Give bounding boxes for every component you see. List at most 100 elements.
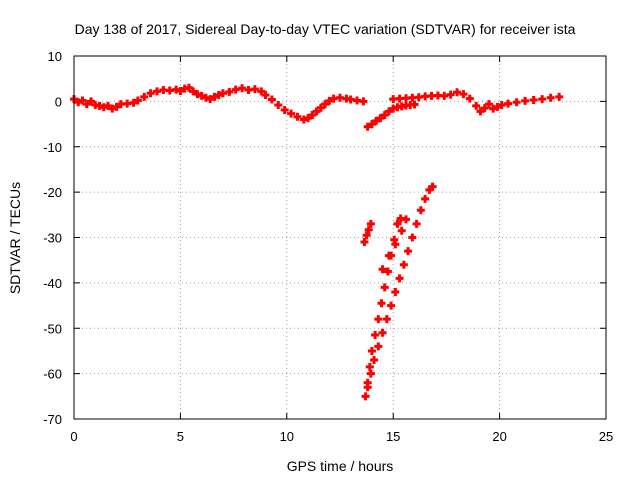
- data-point: [308, 110, 317, 119]
- data-point: [378, 265, 387, 274]
- data-point: [446, 90, 455, 99]
- data-point: [112, 102, 121, 111]
- data-point: [391, 240, 400, 249]
- data-point: [133, 96, 142, 105]
- tick-labels: 0 5 10 15 20 25 10 0 -10 -20 -30 -40 -50 -60 -70: [43, 49, 613, 444]
- data-point: [521, 96, 530, 105]
- data-point: [267, 95, 276, 104]
- data-point: [87, 97, 96, 106]
- data-point: [382, 315, 391, 324]
- data-point: [108, 104, 117, 113]
- data-point: [378, 328, 387, 337]
- data-point: [321, 100, 330, 109]
- data-point: [360, 238, 369, 247]
- data-point: [370, 356, 379, 365]
- data-point: [529, 96, 538, 105]
- x-tick-label: 25: [599, 429, 613, 444]
- data-point: [377, 299, 386, 308]
- data-point: [189, 87, 198, 96]
- data-point: [146, 89, 155, 98]
- y-tick-label: -40: [43, 276, 62, 291]
- data-point: [312, 107, 321, 116]
- data-point: [384, 107, 393, 116]
- data-point: [257, 87, 266, 96]
- data-point: [393, 219, 402, 228]
- y-tick-label: -20: [43, 185, 62, 200]
- data-point: [399, 260, 408, 269]
- data-point: [206, 95, 215, 104]
- data-point: [383, 267, 392, 276]
- data-point: [359, 97, 368, 106]
- data-point: [214, 91, 223, 100]
- data-point: [74, 98, 83, 107]
- y-tick-label: -60: [43, 367, 62, 382]
- data-point: [129, 98, 138, 107]
- data-point: [78, 96, 87, 105]
- x-tick-label: 0: [70, 429, 77, 444]
- data-point: [391, 287, 400, 296]
- y-tick-label: -70: [43, 412, 62, 427]
- data-point: [210, 92, 219, 101]
- data-point: [493, 102, 502, 111]
- data-point: [361, 392, 370, 401]
- data-points: [70, 83, 564, 401]
- data-point: [459, 90, 468, 99]
- x-tick-label: 15: [386, 429, 400, 444]
- data-point: [250, 85, 259, 94]
- data-point: [225, 87, 234, 96]
- data-point: [538, 95, 547, 104]
- data-point: [512, 98, 521, 107]
- data-point: [316, 103, 325, 112]
- data-point: [366, 369, 375, 378]
- data-point: [408, 233, 417, 242]
- y-tick-label: -50: [43, 321, 62, 336]
- chart-title: Day 138 of 2017, Sidereal Day-to-day VTE…: [75, 21, 576, 37]
- data-point: [421, 194, 430, 203]
- data-point: [325, 96, 334, 105]
- data-point: [280, 105, 289, 114]
- x-tick-label: 20: [492, 429, 506, 444]
- data-point: [384, 251, 393, 260]
- x-axis-label: GPS time / hours: [287, 458, 394, 474]
- data-point: [410, 100, 419, 109]
- data-point: [412, 219, 421, 228]
- data-point: [140, 92, 149, 101]
- data-point: [476, 107, 485, 116]
- data-point: [555, 92, 564, 101]
- data-point: [480, 104, 489, 113]
- data-point: [428, 182, 437, 191]
- data-point: [372, 116, 381, 125]
- data-point: [380, 110, 389, 119]
- y-tick-label: -10: [43, 140, 62, 155]
- data-point: [404, 247, 413, 256]
- data-point: [376, 114, 385, 123]
- data-point: [197, 91, 206, 100]
- data-point: [504, 99, 513, 108]
- data-point: [367, 346, 376, 355]
- y-tick-label: 0: [55, 94, 62, 109]
- data-point: [416, 206, 425, 215]
- data-point: [304, 114, 313, 123]
- data-point: [367, 120, 376, 129]
- plot-frame: [73, 55, 607, 420]
- data-point: [453, 88, 462, 97]
- data-point: [366, 219, 375, 228]
- y-axis-label: SDTVAR / TECUs: [7, 182, 23, 294]
- data-point: [387, 301, 396, 310]
- data-point: [374, 315, 383, 324]
- data-point: [472, 101, 481, 110]
- data-point: [184, 83, 193, 92]
- data-point: [546, 93, 555, 102]
- data-point: [362, 231, 371, 240]
- data-point: [293, 112, 302, 121]
- y-tick-label: -30: [43, 231, 62, 246]
- data-point: [274, 101, 283, 110]
- data-point: [489, 104, 498, 113]
- data-point: [374, 342, 383, 351]
- x-tick-label: 10: [280, 429, 294, 444]
- y-tick-label: 10: [48, 49, 62, 64]
- data-point: [380, 283, 389, 292]
- data-point: [397, 226, 406, 235]
